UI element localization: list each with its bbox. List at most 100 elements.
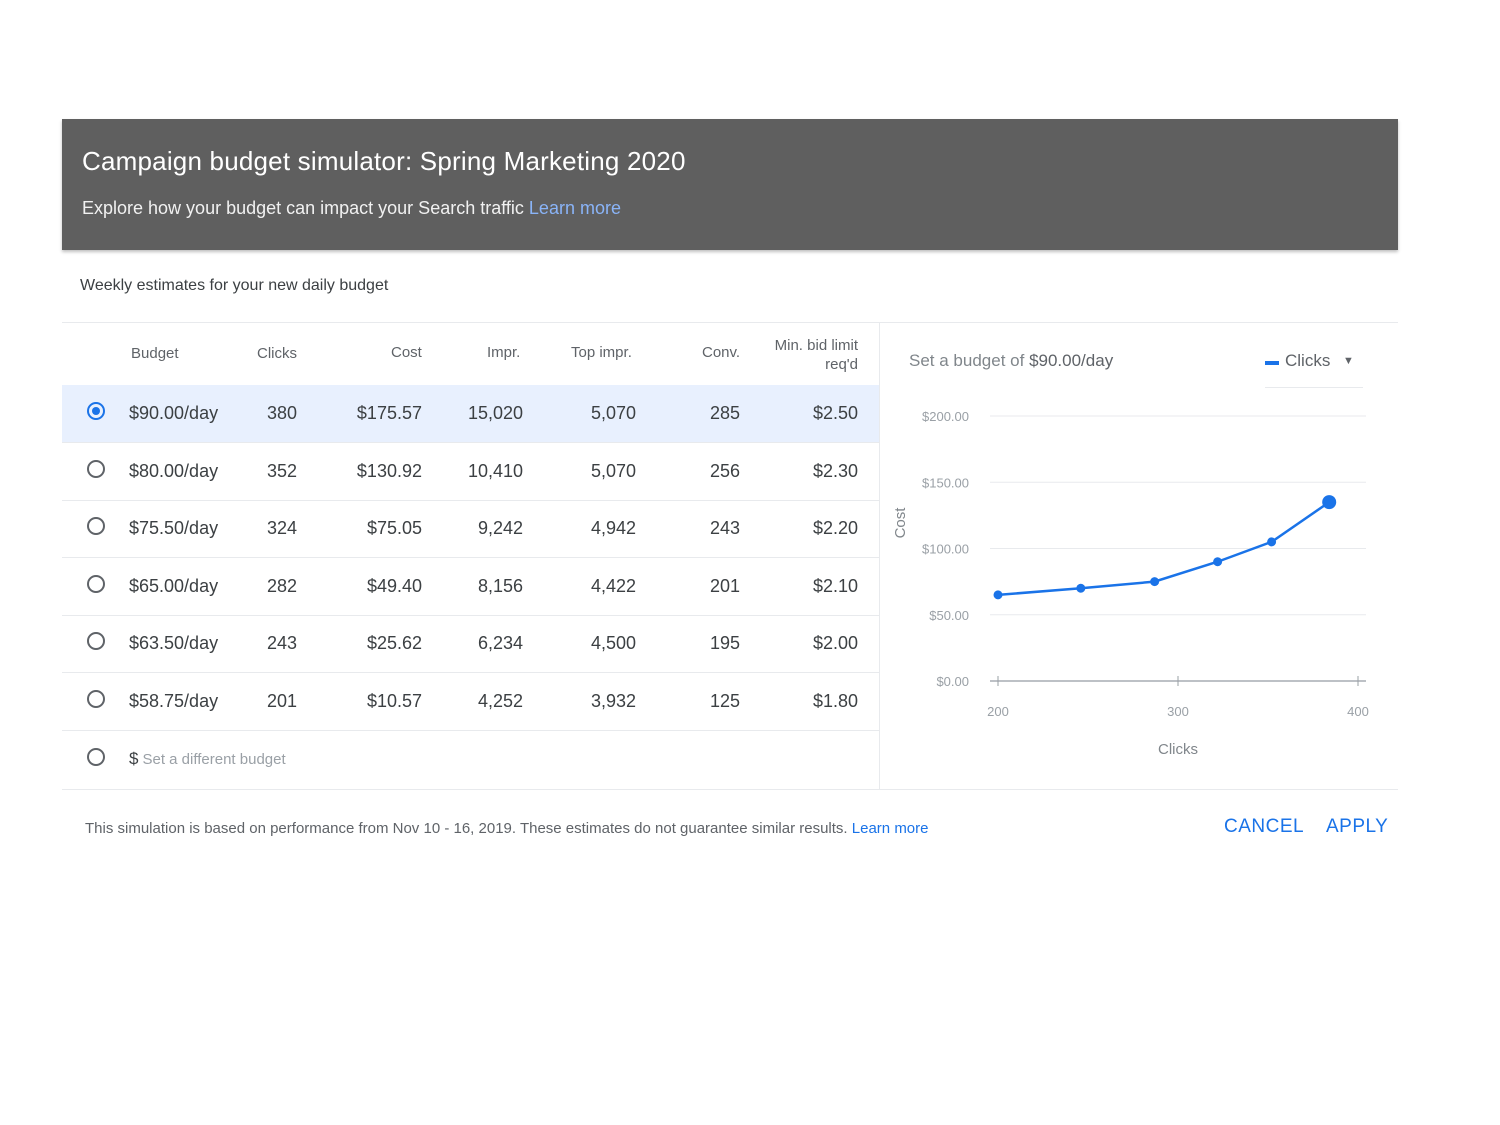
header-clicks: Clicks [257, 345, 297, 362]
custom-budget-radio[interactable] [87, 748, 105, 766]
x-axis-label: Clicks [1158, 741, 1198, 758]
cell-budget: $75.50/day [129, 518, 219, 539]
budget-radio[interactable] [87, 459, 105, 478]
cell-top-impr: 4,942 [590, 518, 636, 539]
cell-cost: $75.05 [366, 518, 422, 539]
footer-note-text: This simulation is based on performance … [85, 820, 848, 837]
cell-clicks: 324 [266, 518, 297, 539]
cancel-button[interactable]: CANCEL [1224, 816, 1305, 837]
chart-caption-value: $90.00/day [1029, 351, 1114, 370]
cell-min-bid: $2.50 [812, 403, 858, 423]
cell-top-impr: 4,422 [590, 575, 636, 596]
budget-radio[interactable] [87, 517, 105, 536]
budget-radio[interactable] [87, 402, 105, 420]
cell-clicks: 282 [266, 575, 297, 596]
chart-caption: Set a budget of $90.00/day [909, 351, 1113, 371]
dialog-subtitle: Explore how your budget can impact your … [82, 198, 621, 219]
cell-top-impr: 4,500 [590, 633, 636, 654]
metric-dropdown[interactable]: Clicks ▼ [1265, 349, 1363, 388]
budget-radio[interactable] [87, 690, 105, 708]
x-tick-label: 300 [1167, 704, 1189, 719]
cell-impr: 8,156 [477, 575, 523, 596]
y-tick-label: $200.00 [922, 409, 969, 424]
table-header: Budget Clicks Cost Impr. Top impr. Conv.… [62, 323, 879, 385]
cell-cost: $49.40 [366, 575, 422, 596]
chevron-down-icon: ▼ [1343, 355, 1354, 367]
cell-clicks: 352 [266, 460, 297, 481]
data-point [1213, 557, 1223, 567]
cell-conv: 201 [709, 575, 740, 596]
custom-budget-row[interactable]: $ Set a different budget [62, 731, 879, 788]
series-line [997, 501, 1330, 597]
cell-budget: $58.75/day [129, 691, 219, 711]
header-min-bid: Min. bid limit req'd [742, 336, 858, 374]
cell-impr: 10,410 [467, 460, 523, 481]
header-impr: Impr. [487, 344, 521, 361]
divider [62, 789, 1398, 790]
y-tick-label: $50.00 [929, 608, 969, 623]
data-point [1150, 577, 1160, 587]
custom-budget-placeholder: Set a different budget [142, 751, 286, 768]
metric-swatch [1265, 361, 1279, 365]
budget-simulator-dialog: Campaign budget simulator: Spring Market… [62, 119, 1398, 837]
table-row[interactable]: $58.75/day 201 $10.57 4,252 3,932 125 $1.80 [62, 673, 879, 731]
table-row[interactable]: $75.50/day 324 $75.05 9,242 4,942 243 $2.20 [62, 500, 879, 559]
header-min-bid-line1: Min. bid limit [774, 337, 858, 354]
selected-data-point [1322, 495, 1337, 510]
cell-cost: $130.92 [356, 460, 422, 481]
table-row[interactable]: $90.00/day 380 $175.57 15,020 5,070 285 $2.50 [62, 385, 879, 443]
data-point [1267, 537, 1277, 547]
budget-table: Budget Clicks Cost Impr. Top impr. Conv.… [62, 323, 879, 789]
cell-conv: 195 [709, 633, 740, 654]
cell-min-bid: $2.00 [812, 633, 858, 654]
cell-conv: 256 [709, 460, 740, 481]
cell-cost: $10.57 [366, 691, 422, 711]
cell-cost: $25.62 [366, 633, 422, 654]
apply-button[interactable]: APPLY [1326, 816, 1389, 837]
cell-budget: $65.00/day [129, 575, 219, 596]
data-point [1076, 583, 1086, 593]
cell-conv: 243 [709, 518, 740, 539]
cell-impr: 15,020 [467, 403, 523, 423]
header-conv: Conv. [702, 344, 741, 361]
table-row[interactable]: $80.00/day 352 $130.92 10,410 5,070 256 $2.30 [62, 443, 879, 501]
cell-clicks: 201 [266, 691, 297, 711]
y-tick-label: $150.00 [922, 475, 969, 490]
header-learn-more-link[interactable]: Learn more [528, 198, 621, 218]
dialog-title: Campaign budget simulator: Spring Market… [82, 146, 686, 176]
header-cost: Cost [391, 344, 422, 361]
y-tick-label: $0.00 [936, 674, 969, 689]
cell-top-impr: 5,070 [590, 460, 636, 481]
currency-symbol: $ [129, 749, 139, 768]
cell-top-impr: 3,932 [590, 691, 636, 711]
cell-min-bid: $2.20 [812, 518, 858, 539]
budget-radio[interactable] [87, 632, 105, 651]
custom-budget-field[interactable]: $ Set a different budget [129, 749, 286, 769]
cell-min-bid: $1.80 [812, 691, 858, 711]
dialog-header: Campaign budget simulator: Spring Market… [62, 119, 1398, 250]
table-row[interactable]: $65.00/day 282 $49.40 8,156 4,422 201 $2.10 [62, 558, 879, 616]
cell-conv: 285 [709, 403, 740, 423]
header-top-impr: Top impr. [571, 344, 632, 361]
header-min-bid-line2: req'd [825, 356, 858, 373]
weekly-estimates-label: Weekly estimates for your new daily budg… [80, 277, 389, 294]
chart-panel: Set a budget of $90.00/day Clicks ▼ $0.0… [880, 323, 1398, 789]
cell-budget: $80.00/day [129, 460, 219, 481]
y-axis-label: Cost [892, 507, 909, 539]
cell-min-bid: $2.30 [812, 460, 858, 481]
cell-budget: $63.50/day [129, 633, 219, 654]
cell-top-impr: 5,070 [590, 403, 636, 423]
divider [62, 322, 1398, 323]
cell-cost: $175.57 [356, 403, 422, 423]
dialog-subtitle-text: Explore how your budget can impact your … [82, 198, 524, 218]
table-row[interactable]: $63.50/day 243 $25.62 6,234 4,500 195 $2.00 [62, 615, 879, 674]
cell-clicks: 380 [266, 403, 297, 423]
metric-selected-label: Clicks [1285, 351, 1331, 370]
budget-radio[interactable] [87, 574, 105, 593]
cell-impr: 9,242 [477, 518, 523, 539]
x-tick-label: 200 [987, 704, 1009, 719]
panel-divider [879, 323, 880, 789]
cell-conv: 125 [709, 691, 740, 711]
chart-caption-prefix: Set a budget of [909, 351, 1025, 370]
footer-learn-more-link[interactable]: Learn more [851, 820, 929, 837]
